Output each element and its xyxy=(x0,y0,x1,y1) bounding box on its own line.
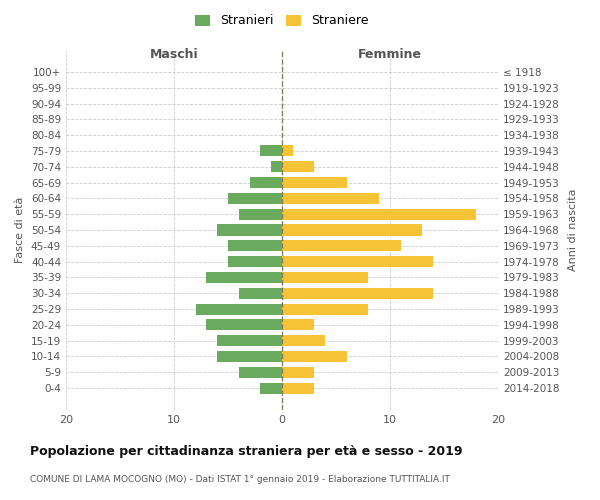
Bar xyxy=(260,146,282,156)
Bar xyxy=(239,208,282,220)
Bar xyxy=(228,240,282,252)
Bar xyxy=(282,240,401,252)
Bar xyxy=(260,382,282,394)
Bar xyxy=(282,351,347,362)
Bar xyxy=(217,351,282,362)
Bar xyxy=(206,320,282,330)
Bar xyxy=(217,224,282,235)
Bar xyxy=(282,320,314,330)
Bar xyxy=(206,272,282,283)
Bar xyxy=(239,367,282,378)
Bar xyxy=(228,193,282,204)
Bar xyxy=(282,304,368,314)
Text: Maschi: Maschi xyxy=(149,48,199,61)
Bar xyxy=(282,177,347,188)
Bar xyxy=(282,272,368,283)
Text: Femmine: Femmine xyxy=(358,48,422,61)
Bar xyxy=(250,177,282,188)
Bar xyxy=(282,208,476,220)
Bar xyxy=(239,288,282,299)
Bar xyxy=(282,146,293,156)
Bar xyxy=(282,161,314,172)
Bar xyxy=(228,256,282,267)
Bar xyxy=(282,193,379,204)
Bar xyxy=(282,367,314,378)
Bar xyxy=(271,161,282,172)
Bar xyxy=(282,382,314,394)
Y-axis label: Fasce di età: Fasce di età xyxy=(16,197,25,263)
Bar xyxy=(282,335,325,346)
Bar xyxy=(282,224,422,235)
Bar xyxy=(282,256,433,267)
Bar xyxy=(217,335,282,346)
Y-axis label: Anni di nascita: Anni di nascita xyxy=(568,188,578,271)
Bar xyxy=(196,304,282,314)
Text: COMUNE DI LAMA MOCOGNO (MO) - Dati ISTAT 1° gennaio 2019 - Elaborazione TUTTITAL: COMUNE DI LAMA MOCOGNO (MO) - Dati ISTAT… xyxy=(30,475,450,484)
Legend: Stranieri, Straniere: Stranieri, Straniere xyxy=(190,10,374,32)
Text: Popolazione per cittadinanza straniera per età e sesso - 2019: Popolazione per cittadinanza straniera p… xyxy=(30,445,463,458)
Bar xyxy=(282,288,433,299)
